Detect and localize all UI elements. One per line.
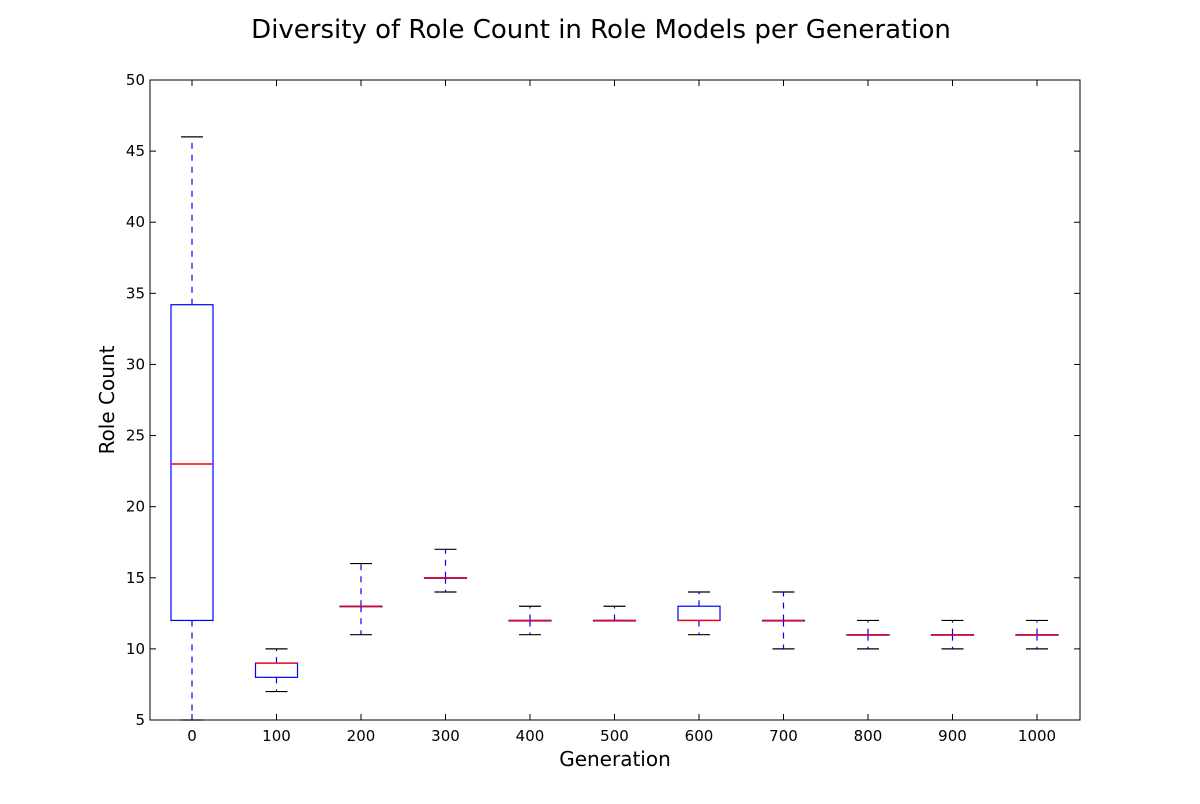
x-tick-label: 600 (685, 727, 714, 745)
x-tick-label: 100 (262, 727, 291, 745)
x-tick-label: 900 (938, 727, 967, 745)
y-tick-label: 5 (135, 711, 145, 729)
y-tick-label: 40 (126, 213, 145, 231)
box (254, 662, 299, 678)
y-tick-label: 10 (126, 640, 145, 658)
y-tick-label: 45 (126, 142, 145, 160)
chart-title: Diversity of Role Count in Role Models p… (251, 15, 951, 45)
x-tick-label: 500 (600, 727, 629, 745)
y-tick-label: 35 (126, 284, 145, 302)
y-tick-label: 20 (126, 498, 145, 516)
y-axis-label: Role Count (95, 345, 119, 454)
x-tick-label: 0 (187, 727, 197, 745)
x-tick-label: 400 (516, 727, 545, 745)
x-tick-label: 300 (431, 727, 460, 745)
x-axis-label: Generation (559, 747, 671, 771)
y-tick-label: 50 (126, 71, 145, 89)
y-tick-label: 15 (126, 569, 145, 587)
x-tick-label: 1000 (1018, 727, 1056, 745)
y-tick-label: 30 (126, 355, 145, 373)
box (677, 605, 721, 622)
box (170, 304, 214, 622)
x-tick-label: 800 (854, 727, 883, 745)
plot-frame (149, 79, 1081, 721)
x-tick-label: 700 (769, 727, 798, 745)
y-tick-label: 25 (126, 427, 145, 445)
x-tick-label: 200 (347, 727, 376, 745)
